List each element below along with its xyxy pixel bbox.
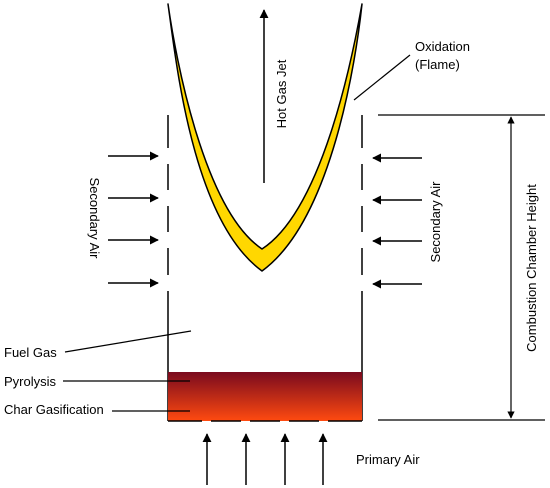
fuel-gas-label: Fuel Gas [4, 345, 57, 360]
oxidation-leader [353, 54, 411, 101]
secondary-air-arrows-right [372, 153, 422, 289]
pyrolysis-label: Pyrolysis [4, 374, 57, 389]
primary-air-arrows [202, 433, 328, 485]
secondary-air-arrows-left [108, 151, 159, 288]
secondary-air-right-label: Secondary Air [428, 181, 443, 263]
chamber-height-label: Combustion Chamber Height [524, 184, 539, 352]
secondary-air-left-label: Secondary Air [87, 178, 102, 260]
char-gasification-label: Char Gasification [4, 402, 104, 417]
primary-air-label: Primary Air [356, 452, 420, 467]
hot-gas-jet-label: Hot Gas Jet [274, 59, 289, 128]
char-bed [168, 372, 362, 421]
fuel-gas-leader [64, 330, 192, 353]
flame-label: (Flame) [415, 57, 460, 72]
oxidation-label: Oxidation [415, 39, 470, 54]
flame-shape [167, 3, 363, 272]
chamber-height-dimension [378, 114, 545, 421]
